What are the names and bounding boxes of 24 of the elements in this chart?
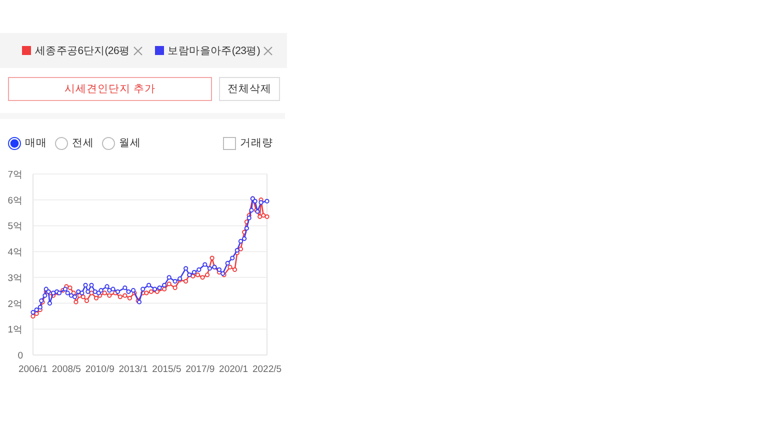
y-tick-label: 1억 xyxy=(8,324,23,336)
y-tick-label: 3억 xyxy=(8,272,23,284)
x-tick-label: 2010/9 xyxy=(85,364,114,375)
x-tick-label: 2013/1 xyxy=(118,364,148,375)
text: 매매 xyxy=(25,136,47,150)
y-tick-label: 4억 xyxy=(8,247,23,258)
x-tick-label: 2006/1 xyxy=(18,364,48,375)
text: 월세 xyxy=(119,136,141,150)
y-tick-label: 2억 xyxy=(8,298,23,310)
x-tick-label: 2008/5 xyxy=(52,364,81,375)
button: 전체삭제 xyxy=(219,77,280,101)
x-tick-label: 2017/9 xyxy=(186,364,215,375)
y-tick-label: 5억 xyxy=(8,221,23,232)
legend-label: 세종주공6단지(26평 xyxy=(35,44,130,58)
x-tick-label: 2015/5 xyxy=(152,364,182,375)
x-tick-label: 2020/1 xyxy=(219,364,248,375)
y-tick-label: 0 xyxy=(18,350,23,362)
text: 거래량 xyxy=(240,136,273,150)
legend-label: 보람마을아주(23평) xyxy=(168,44,260,58)
text: 전세 xyxy=(72,136,94,150)
y-tick-label: 6억 xyxy=(8,195,23,206)
button: 시세견인단지 추가 xyxy=(8,77,212,101)
x-tick-label: 2022/5 xyxy=(252,364,282,375)
y-tick-label: 7억 xyxy=(8,170,23,180)
